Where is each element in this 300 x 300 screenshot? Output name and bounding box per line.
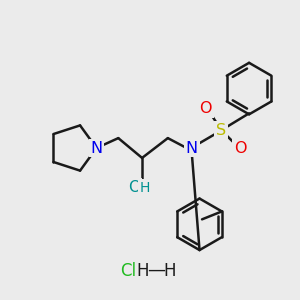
Text: H: H bbox=[140, 181, 150, 195]
Text: S: S bbox=[216, 123, 226, 138]
Text: H: H bbox=[164, 262, 176, 280]
Text: —: — bbox=[147, 261, 165, 279]
Text: N: N bbox=[185, 140, 198, 155]
Text: N: N bbox=[90, 140, 103, 155]
Text: O: O bbox=[234, 140, 246, 155]
Text: Cl: Cl bbox=[120, 262, 136, 280]
Text: O: O bbox=[128, 180, 140, 195]
Text: O: O bbox=[199, 101, 212, 116]
Text: H: H bbox=[137, 262, 149, 280]
